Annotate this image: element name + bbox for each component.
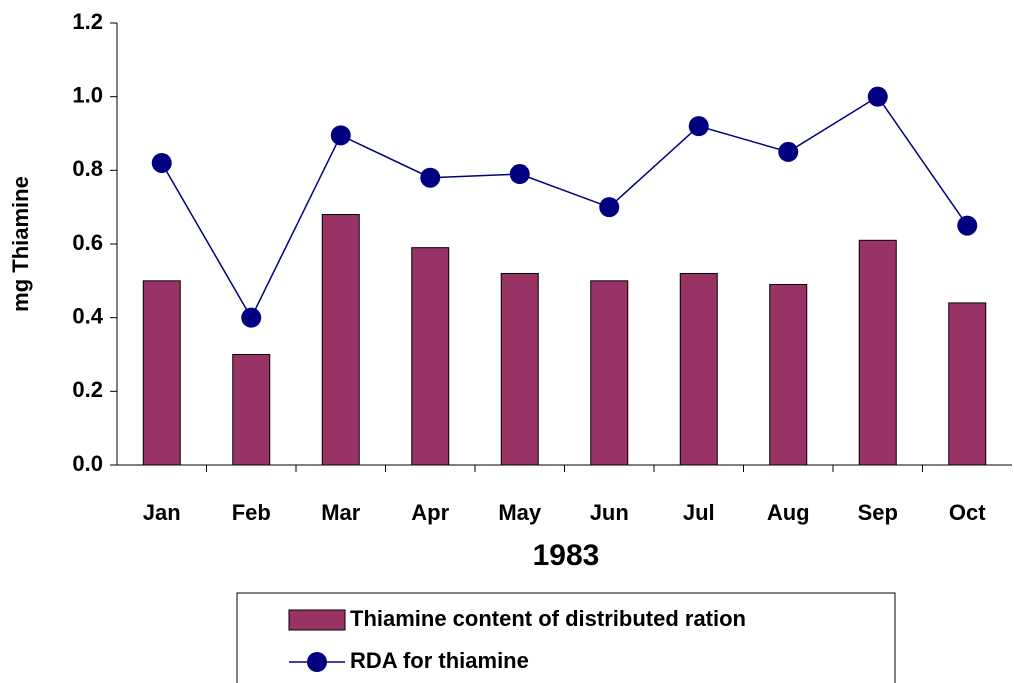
point <box>330 125 351 146</box>
x-tick-label: Sep <box>858 500 898 525</box>
legend-label: Thiamine content of distributed ration <box>350 606 746 631</box>
x-tick-label: Oct <box>949 500 986 525</box>
x-tick-label: May <box>498 500 542 525</box>
legend-box <box>236 592 896 683</box>
bar <box>142 280 181 466</box>
y-tick-label: 0.8 <box>72 156 103 181</box>
y-axis-title: mg Thiamine <box>8 176 33 312</box>
legend-swatch <box>307 652 327 672</box>
bar <box>232 354 271 466</box>
bar <box>769 284 808 466</box>
y-tick-label: 0.0 <box>72 451 103 476</box>
bar <box>948 302 987 466</box>
point <box>241 307 262 328</box>
legend-label: RDA for thiamine <box>350 648 529 673</box>
point <box>420 167 441 188</box>
x-tick-label: Mar <box>321 500 361 525</box>
point <box>778 141 799 162</box>
point <box>599 197 620 218</box>
legend-swatch <box>288 609 346 631</box>
bar <box>411 247 450 466</box>
y-tick-label: 1.2 <box>72 9 103 34</box>
y-tick-label: 1.0 <box>72 82 103 107</box>
point <box>509 164 530 185</box>
bar <box>500 272 539 466</box>
x-tick-label: Apr <box>411 500 449 525</box>
point <box>957 215 978 236</box>
x-tick-label: Jan <box>143 500 181 525</box>
point <box>867 86 888 107</box>
point <box>688 116 709 137</box>
x-axis-title: 1983 <box>533 539 600 572</box>
y-tick-label: 0.4 <box>72 303 103 328</box>
bar <box>321 214 360 466</box>
x-tick-label: Jun <box>590 500 629 525</box>
line <box>161 95 968 320</box>
x-tick-label: Feb <box>232 500 271 525</box>
bar <box>679 272 718 466</box>
bar <box>858 239 897 466</box>
x-tick-label: Aug <box>767 500 810 525</box>
x-tick-label: Jul <box>683 500 715 525</box>
y-tick-label: 0.6 <box>72 230 103 255</box>
point <box>151 152 172 173</box>
bar <box>590 280 629 466</box>
y-tick-label: 0.2 <box>72 377 103 402</box>
